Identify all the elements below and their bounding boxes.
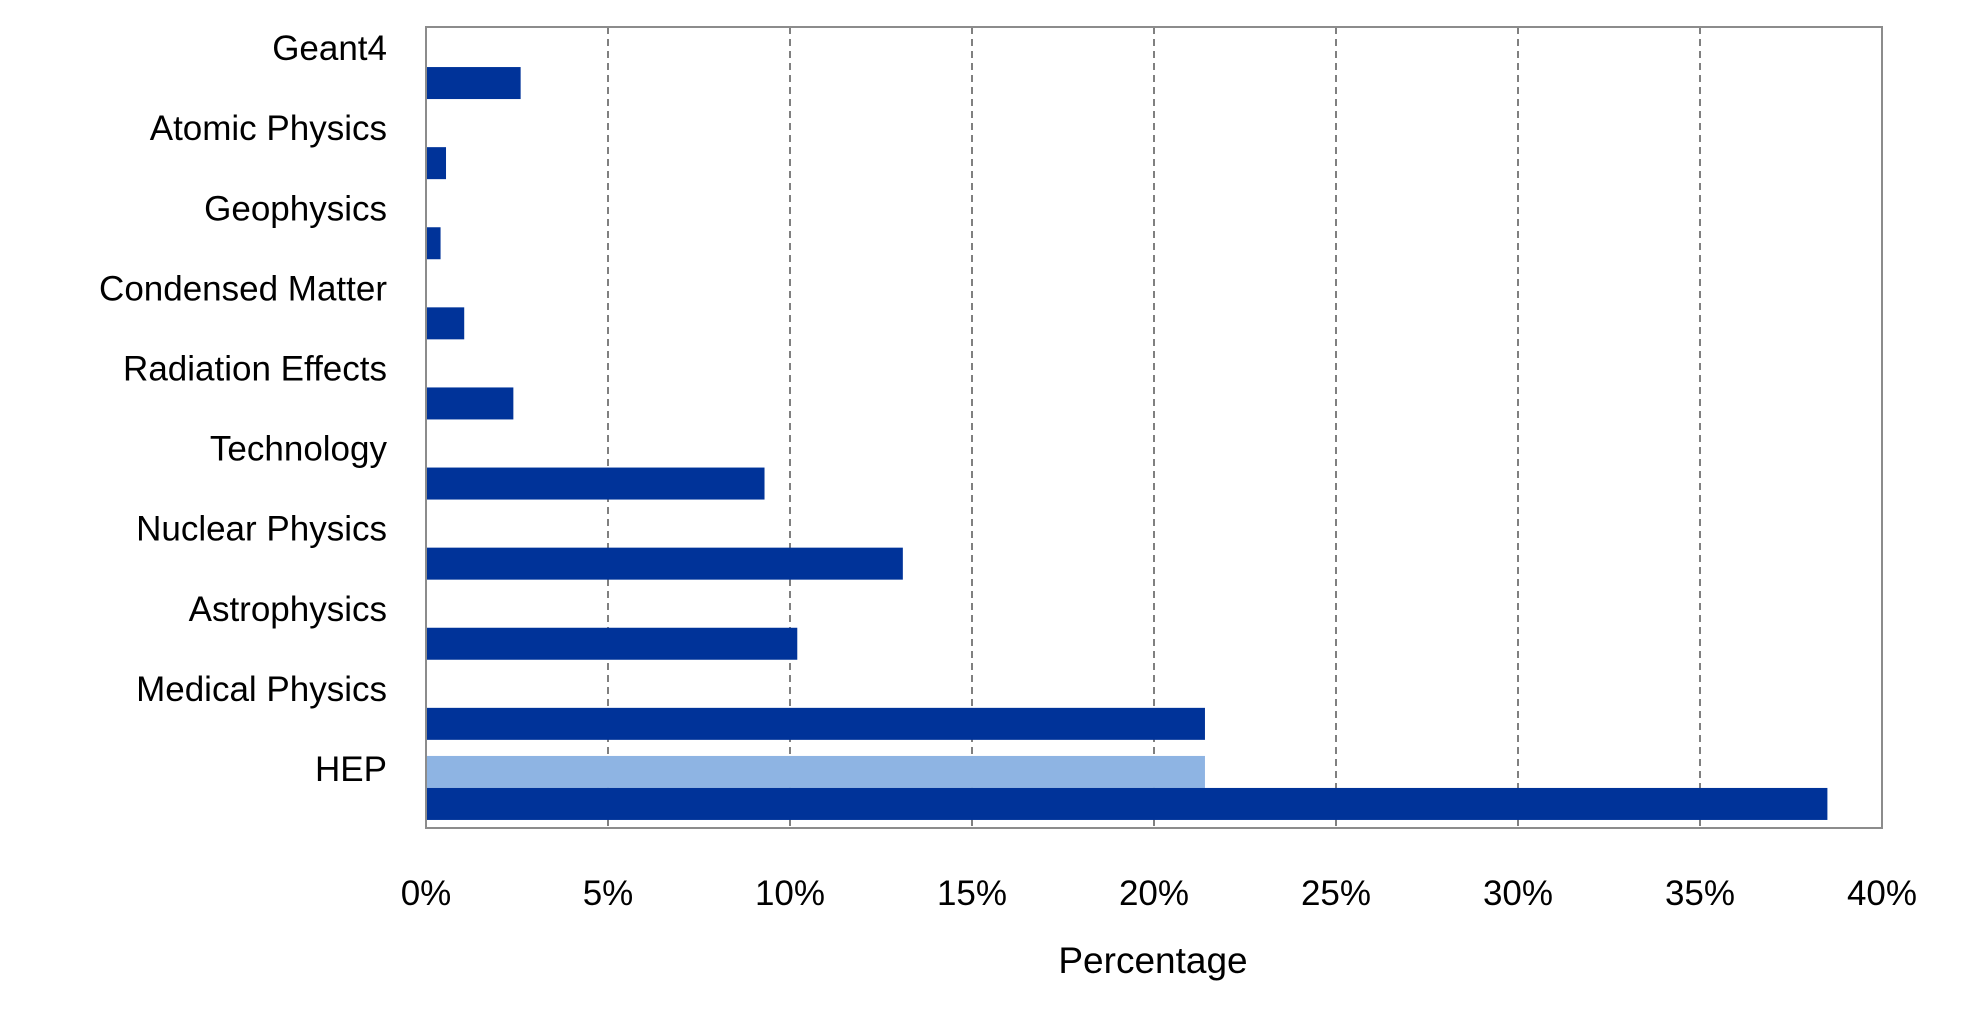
plot-area-border	[425, 26, 1883, 829]
bar-secondary	[426, 755, 1205, 788]
bar	[426, 307, 465, 340]
bar	[426, 627, 798, 660]
bar	[426, 147, 447, 180]
x-tick-labels: 0% 5% 10% 15% 20% 25% 30% 35% 40%	[401, 874, 1917, 913]
category-label: Medical Physics	[136, 670, 387, 709]
bar	[426, 387, 514, 420]
category-label: HEP	[315, 750, 387, 789]
x-tick-label: 30%	[1483, 874, 1553, 913]
category-label: Geophysics	[204, 189, 387, 228]
bar	[426, 787, 1828, 820]
gridlines	[607, 27, 1701, 828]
bar	[426, 467, 765, 500]
x-tick-label: 20%	[1119, 874, 1189, 913]
bar	[426, 67, 521, 100]
x-tick-label: 15%	[937, 874, 1007, 913]
x-tick-label: 5%	[583, 874, 634, 913]
category-label: Astrophysics	[189, 590, 387, 629]
category-label: Radiation Effects	[123, 349, 387, 388]
x-tick-label: 0%	[401, 874, 452, 913]
bar	[426, 547, 903, 580]
x-tick-label: 40%	[1847, 874, 1917, 913]
category-label: Geant4	[272, 29, 387, 68]
category-label: Nuclear Physics	[136, 510, 387, 549]
category-label: Condensed Matter	[99, 269, 387, 308]
x-axis-title: Percentage	[1058, 940, 1247, 981]
x-tick-label: 10%	[755, 874, 825, 913]
bar	[426, 227, 441, 260]
bars	[426, 67, 1828, 820]
category-label: Technology	[210, 430, 388, 469]
category-label: Atomic Physics	[150, 109, 387, 148]
x-tick-label: 35%	[1665, 874, 1735, 913]
category-labels: Geant4 Atomic Physics Geophysics Condensed …	[99, 29, 387, 789]
bar	[426, 707, 1205, 740]
x-tick-label: 25%	[1301, 874, 1371, 913]
